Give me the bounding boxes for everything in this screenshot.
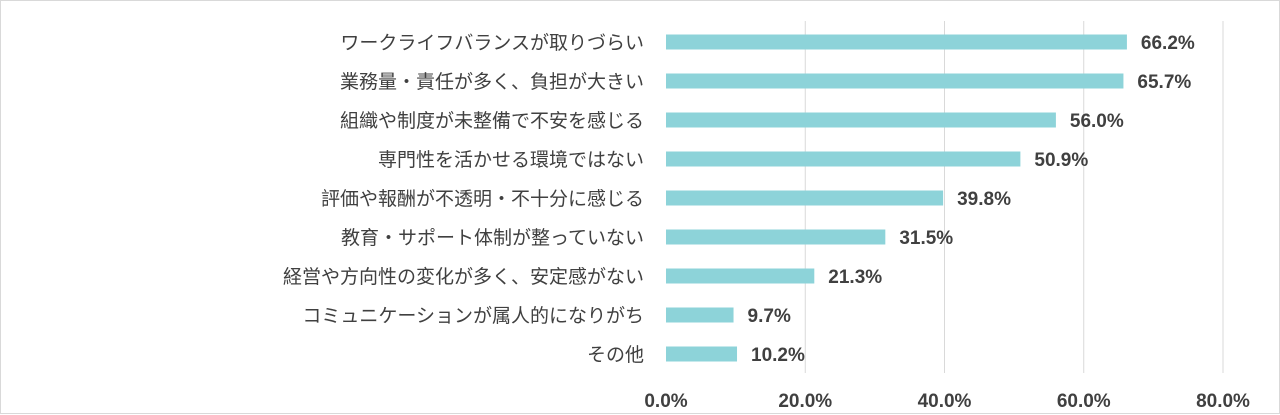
category-label-0: ワークライフバランスが取りづらい (340, 32, 644, 54)
tick-label-3: 60.0% (1057, 391, 1111, 412)
category-label-6: 経営や方向性の変化が多く、安定感がない (283, 266, 644, 288)
bar-1 (666, 73, 1124, 89)
category-label-3: 専門性を活かせる環境ではない (378, 149, 644, 171)
bar-7 (666, 307, 734, 323)
data-label-1: 65.7% (1137, 72, 1191, 93)
bar-3 (666, 151, 1021, 167)
data-label-7: 9.7% (748, 306, 791, 327)
tick-label-2: 40.0% (918, 391, 972, 412)
bar-0 (666, 34, 1127, 50)
data-label-5: 31.5% (899, 228, 953, 249)
data-label-4: 39.8% (957, 189, 1011, 210)
data-label-3: 50.9% (1034, 150, 1088, 171)
bar-4 (666, 190, 944, 206)
category-label-8: その他 (587, 344, 644, 366)
tick-label-0: 0.0% (644, 391, 687, 412)
bar-5 (666, 229, 886, 245)
bar-2 (666, 112, 1056, 128)
bar-8 (666, 346, 738, 362)
tick-label-1: 20.0% (778, 391, 832, 412)
data-label-6: 21.3% (828, 267, 882, 288)
bar-6 (666, 268, 815, 284)
category-label-4: 評価や報酬が不透明・不十分に感じる (321, 188, 644, 210)
data-label-8: 10.2% (751, 345, 805, 366)
data-label-2: 56.0% (1070, 111, 1124, 132)
category-label-7: コミュニケーションが属人的になりがち (302, 305, 644, 327)
category-label-1: 業務量・責任が多く、負担が大きい (340, 71, 644, 93)
tick-label-4: 80.0% (1196, 391, 1250, 412)
category-label-2: 組織や制度が未整備で不安を感じる (340, 110, 644, 132)
data-label-0: 66.2% (1141, 33, 1195, 54)
category-label-5: 教育・サポート体制が整っていない (341, 227, 644, 249)
